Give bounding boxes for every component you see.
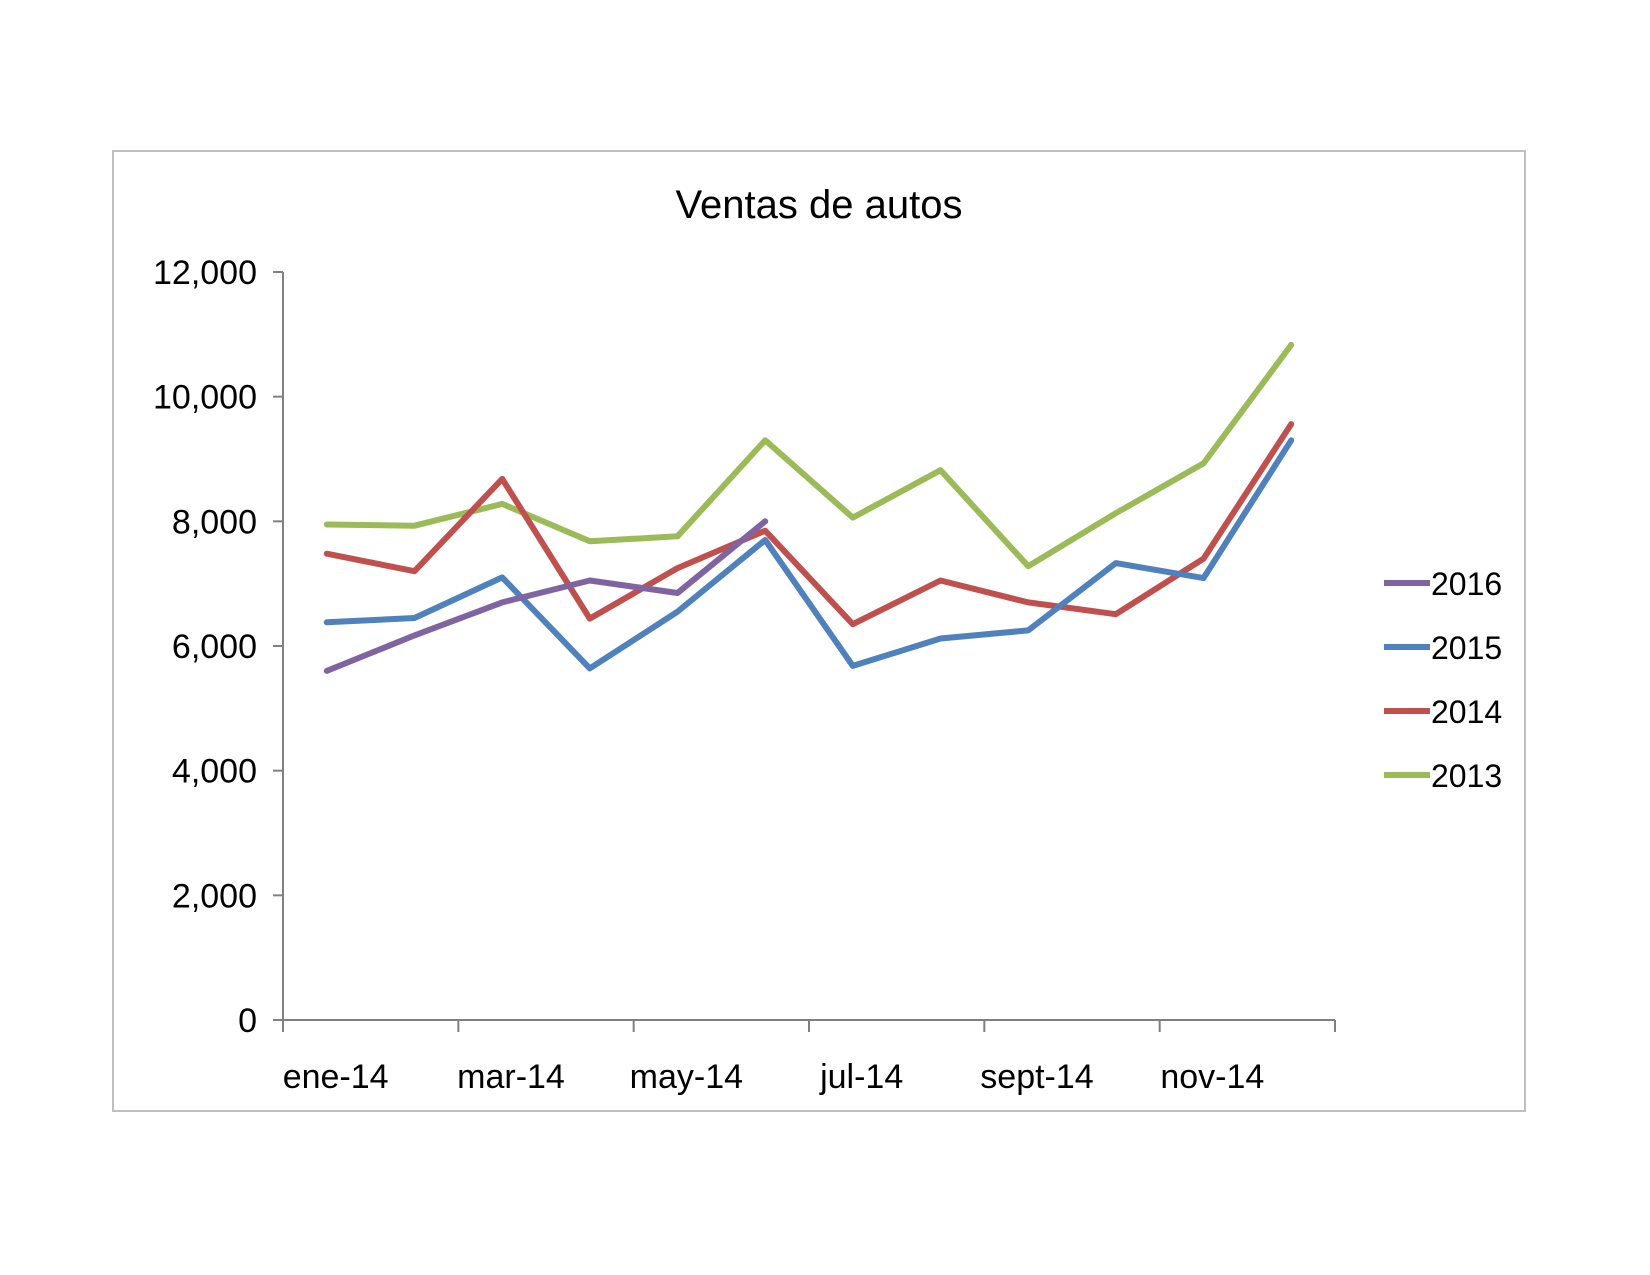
x-axis: ene-14 mar-14 may-14 jul-14 sept-14 nov-14 bbox=[282, 1019, 1336, 1096]
x-tick-label: sept-14 bbox=[980, 1058, 1093, 1096]
x-tick-label: mar-14 bbox=[457, 1058, 565, 1096]
x-tick-label: may-14 bbox=[630, 1058, 743, 1096]
y-tick-label: 6,000 bbox=[172, 628, 257, 666]
series-line-2016 bbox=[323, 518, 769, 674]
legend-label-2015: 2015 bbox=[1431, 630, 1502, 666]
legend: 2016 2015 2014 2013 bbox=[1384, 566, 1502, 794]
y-tick-label: 10,000 bbox=[153, 379, 257, 417]
y-tick-label: 2,000 bbox=[172, 877, 257, 915]
legend-label-2013: 2013 bbox=[1431, 758, 1502, 794]
series-line-2014 bbox=[323, 421, 1295, 628]
y-tick-label: 12,000 bbox=[153, 254, 257, 292]
chart-title: Ventas de autos bbox=[676, 183, 963, 227]
x-tick-label: nov-14 bbox=[1160, 1058, 1264, 1096]
legend-label-2016: 2016 bbox=[1431, 566, 1502, 602]
x-tick-label: ene-14 bbox=[283, 1058, 389, 1096]
legend-label-2014: 2014 bbox=[1431, 694, 1502, 730]
y-tick-label: 8,000 bbox=[172, 503, 257, 541]
series-line-2013 bbox=[323, 341, 1295, 570]
y-tick-label: 4,000 bbox=[172, 753, 257, 791]
series-line-2015 bbox=[323, 437, 1295, 672]
chart-area-border bbox=[112, 150, 1526, 1112]
y-tick-label: 0 bbox=[238, 1002, 257, 1040]
y-axis: 0 2,000 4,000 6,000 8,000 10,000 12,000 bbox=[153, 254, 284, 1040]
x-tick-label: jul-14 bbox=[819, 1058, 903, 1096]
series-lines bbox=[323, 341, 1295, 674]
